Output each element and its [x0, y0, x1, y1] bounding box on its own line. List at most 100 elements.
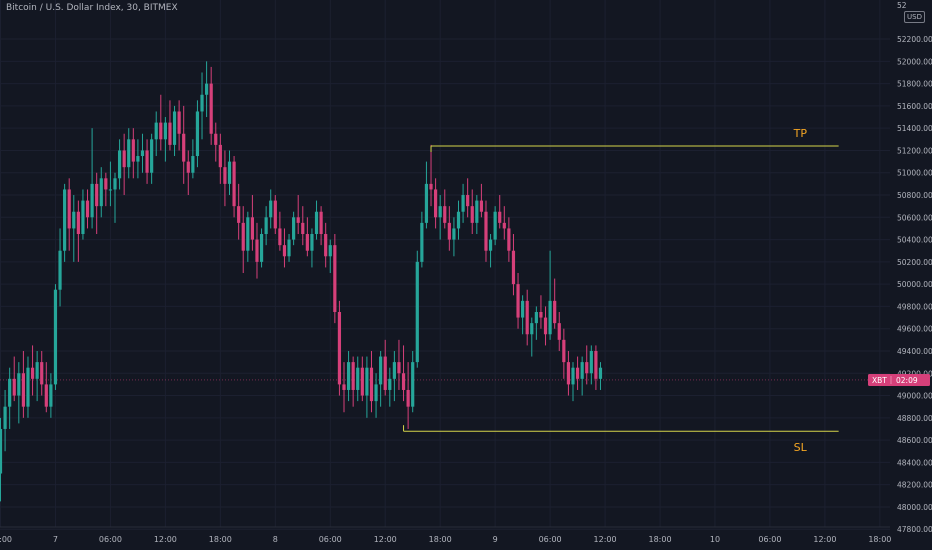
candle-bullish: [287, 239, 291, 257]
candle-bearish: [484, 211, 488, 251]
candle-bearish: [447, 222, 451, 240]
candle-bullish: [580, 362, 584, 379]
candlestick-series: [0, 61, 603, 502]
candle-bullish: [475, 200, 479, 223]
time-tick-label: 12:00: [154, 535, 177, 544]
candle-bearish: [539, 311, 543, 318]
candle-bullish: [205, 83, 209, 95]
candle-bearish: [342, 384, 346, 390]
candle-bullish: [227, 161, 232, 184]
candle-bullish: [438, 206, 442, 218]
candle-bearish: [543, 317, 548, 335]
candle-bearish: [255, 239, 259, 262]
time-tick-label: 12:00: [594, 535, 617, 544]
candle-bearish: [278, 228, 282, 246]
candle-bearish: [566, 362, 571, 385]
candle-bullish: [172, 111, 177, 145]
candle-bearish: [498, 211, 502, 223]
time-tick-label: 12:00: [374, 535, 397, 544]
time-tick-label: 06:00: [758, 535, 781, 544]
candle-bearish: [333, 245, 337, 312]
candle-bearish: [470, 206, 474, 223]
candle-bearish: [369, 367, 374, 402]
chart-title[interactable]: Bitcoin / U.S. Dollar Index, 30, BITMEX: [6, 3, 178, 13]
candle-bearish: [397, 362, 401, 374]
candle-bullish: [195, 111, 200, 157]
candle-bullish: [200, 94, 204, 112]
price-tick-label: 52200.00: [897, 35, 932, 44]
candle-bullish: [374, 384, 378, 402]
candle-bullish: [521, 300, 525, 318]
candle-bearish: [324, 234, 328, 257]
candle-bearish: [507, 228, 511, 251]
candle-bearish: [241, 222, 245, 251]
candle-bearish: [186, 161, 190, 173]
candle-bearish: [516, 284, 520, 318]
candle-bullish: [99, 178, 103, 207]
price-tick-label: 49200.00: [897, 369, 932, 378]
time-tick-label: 18:00: [429, 535, 452, 544]
candle-bearish: [429, 183, 433, 190]
candle-bearish: [131, 139, 135, 162]
candle-bearish: [401, 373, 406, 390]
price-tick-label: 51600.00: [897, 102, 932, 111]
price-tick-label: 50800.00: [897, 191, 932, 200]
candle-bullish: [292, 217, 296, 240]
time-tick-label: 8: [273, 535, 278, 544]
candle-bullish: [191, 156, 195, 173]
candle-bearish: [319, 211, 323, 235]
candle-bearish: [177, 111, 181, 134]
candle-bearish: [104, 178, 108, 190]
price-tick-label: 49000.00: [897, 392, 932, 401]
price-tick-label: 51200.00: [897, 146, 932, 155]
price-tick-label: 50400.00: [897, 236, 932, 245]
candle-bullish: [90, 183, 94, 218]
candle-bearish: [237, 206, 241, 223]
candle-bullish: [452, 228, 456, 240]
candle-bearish: [159, 122, 163, 140]
candle-bearish: [282, 245, 287, 257]
candle-bearish: [223, 167, 227, 184]
candle-bearish: [305, 234, 309, 251]
candle-bearish: [76, 211, 80, 235]
candle-bullish: [411, 362, 415, 407]
candle-bullish: [534, 311, 538, 324]
candle-bullish: [571, 367, 575, 385]
time-axis[interactable]: 18:00 7 06:00 12:00 18:00 8 06:00 12:00 18:00 9 06…: [0, 526, 891, 544]
price-tick-label: 50200.00: [897, 258, 932, 267]
price-axis[interactable]: 47800.00 48000.00 48200.00 48400.00 48600.00…: [890, 0, 932, 550]
candle-bearish: [525, 300, 529, 335]
candle-bearish: [21, 373, 25, 407]
price-tick-label: 51800.00: [897, 80, 932, 89]
candle-bearish: [479, 200, 483, 212]
candle-bearish: [40, 362, 44, 385]
current-price-badge: XBT 02:09: [868, 373, 930, 386]
stop-loss-label: SL: [794, 441, 808, 454]
candle-bullish: [456, 211, 461, 229]
time-tick-label: 06:00: [319, 535, 342, 544]
candle-bullish: [127, 139, 131, 168]
candle-bearish: [44, 384, 48, 407]
candle-bearish: [466, 195, 470, 207]
candle-bullish: [140, 150, 145, 157]
candle-bullish: [488, 239, 493, 251]
currency-badge[interactable]: USD: [904, 11, 925, 23]
candle-bullish: [259, 234, 264, 262]
time-tick-label: 7: [53, 535, 58, 544]
price-tick-label: 50600.00: [897, 213, 932, 222]
price-tick-label: 49600.00: [897, 325, 932, 334]
candle-bullish: [388, 378, 392, 390]
candle-bullish: [328, 245, 332, 257]
take-profit-label: TP: [793, 127, 808, 140]
time-tick-label: 18:00: [209, 535, 232, 544]
candle-bullish: [17, 373, 21, 396]
candle-bearish: [594, 350, 598, 379]
time-tick-label: 18:00: [868, 535, 891, 544]
candle-bullish: [72, 211, 76, 229]
candle-bullish: [81, 200, 85, 235]
price-axis-top-label: 52: [897, 1, 907, 10]
candle-bearish: [557, 323, 561, 340]
candle-bullish: [356, 367, 360, 390]
candle-bullish: [163, 122, 167, 140]
